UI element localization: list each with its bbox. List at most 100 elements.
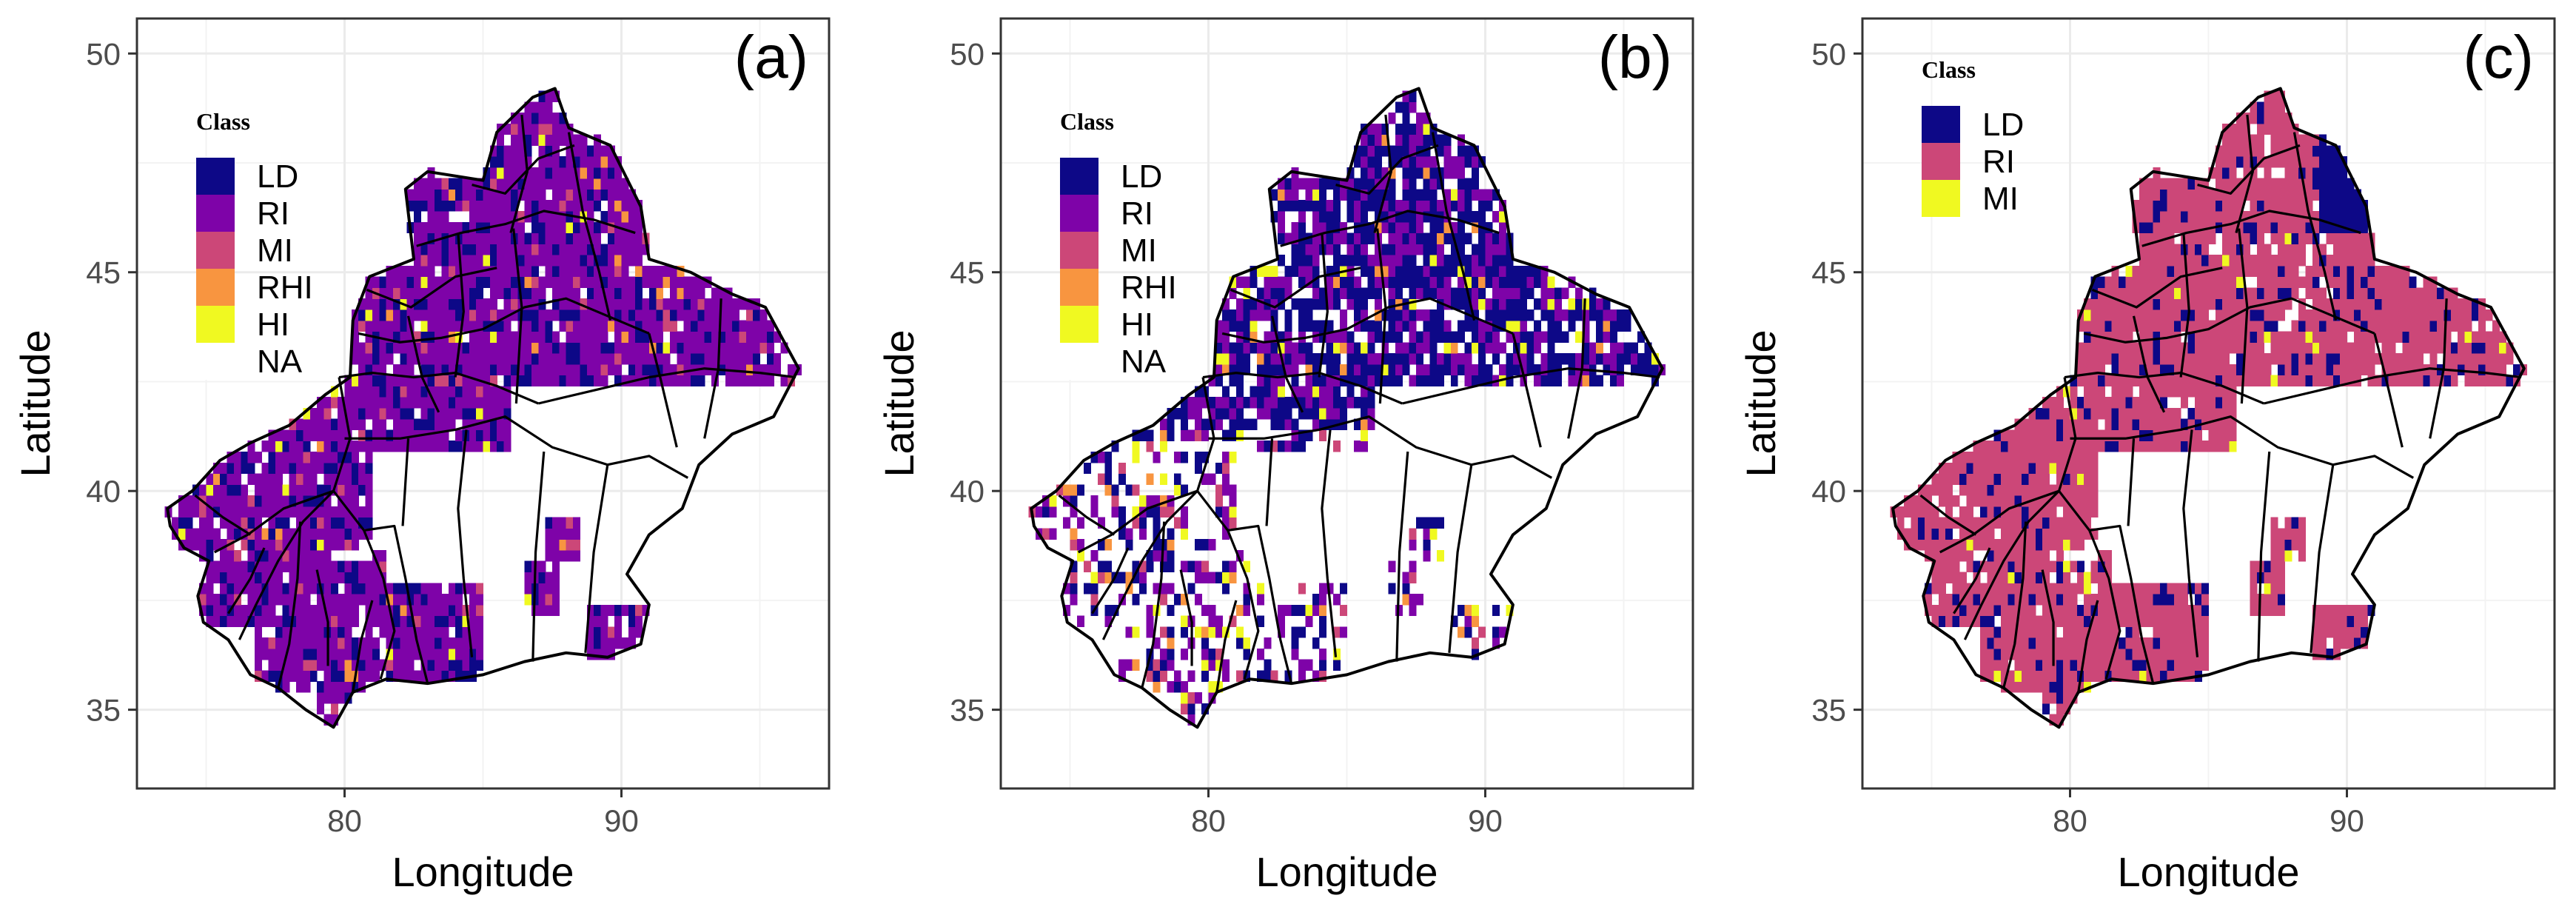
raster-cell: [2264, 200, 2272, 212]
raster-cell: [1222, 386, 1230, 398]
raster-cell: [1945, 462, 1953, 475]
raster-cell: [2042, 648, 2050, 660]
raster-cell: [1250, 331, 1258, 343]
raster-cell: [656, 265, 664, 278]
raster-cell: [2215, 353, 2223, 365]
raster-cell: [2243, 145, 2251, 157]
raster-cell: [1987, 495, 1995, 507]
raster-cell: [2097, 648, 2105, 660]
raster-cell: [1132, 506, 1140, 518]
county-boundary: [366, 267, 497, 309]
raster-cell: [552, 331, 560, 343]
raster-cell: [2208, 211, 2216, 223]
raster-cell: [1959, 549, 1967, 562]
raster-cell: [1520, 265, 1528, 278]
raster-cell: [455, 320, 463, 332]
raster-cell: [365, 298, 373, 310]
raster-cell: [469, 189, 477, 201]
raster-cell: [1388, 353, 1396, 365]
raster-cell: [1959, 506, 1967, 518]
raster-cell: [1194, 407, 1202, 420]
raster-cell: [1361, 320, 1369, 332]
raster-cell: [614, 637, 623, 649]
raster-cell: [704, 342, 712, 354]
raster-cell: [2201, 604, 2210, 617]
raster-cell: [538, 113, 546, 124]
raster-cell: [1506, 298, 1514, 310]
raster-cell: [254, 626, 262, 638]
raster-cell: [1222, 528, 1230, 540]
raster-cell: [1111, 495, 1119, 507]
raster-cell: [2243, 123, 2251, 135]
raster-cell: [1312, 221, 1320, 234]
raster-cell: [469, 255, 477, 267]
raster-cell: [704, 331, 712, 343]
raster-cell: [2001, 495, 2008, 507]
raster-cell: [365, 462, 373, 475]
raster-cell: [538, 101, 546, 113]
raster-cell: [1506, 287, 1514, 299]
raster-cell: [2332, 364, 2341, 376]
raster-cell: [1547, 353, 1555, 365]
raster-cell: [2132, 583, 2140, 595]
raster-cell: [594, 320, 602, 332]
raster-cell: [2001, 549, 2008, 562]
raster-cell: [2278, 287, 2285, 299]
raster-cell: [538, 156, 546, 168]
raster-cell: [552, 594, 560, 606]
raster-cell: [2222, 145, 2230, 157]
raster-cell: [365, 331, 373, 343]
raster-cell: [1332, 265, 1341, 278]
raster-cell: [2347, 615, 2355, 627]
raster-cell: [379, 298, 387, 310]
raster-cell: [642, 276, 650, 289]
raster-cell: [510, 298, 518, 310]
raster-cell: [441, 637, 449, 649]
raster-cell: [1374, 353, 1382, 365]
raster-cell: [435, 397, 442, 409]
raster-cell: [1256, 594, 1264, 606]
raster-cell: [1298, 265, 1306, 278]
raster-cell: [483, 397, 491, 409]
raster-cell: [621, 211, 629, 223]
raster-cell: [628, 276, 636, 289]
raster-cell: [427, 265, 435, 278]
raster-cell: [448, 244, 456, 255]
raster-cell: [1443, 200, 1452, 212]
raster-cell: [2056, 386, 2064, 398]
raster-cell: [1104, 615, 1113, 627]
raster-cell: [2153, 320, 2161, 332]
raster-cell: [206, 572, 214, 583]
raster-cell: [538, 244, 546, 255]
raster-cell: [386, 331, 394, 343]
raster-cell: [372, 397, 380, 409]
raster-cell: [2056, 604, 2064, 617]
raster-cell: [2395, 353, 2403, 365]
raster-cell: [2270, 287, 2278, 299]
raster-cell: [1146, 659, 1154, 672]
raster-cell: [2312, 298, 2320, 310]
raster-cell: [1409, 221, 1417, 234]
raster-cell: [1326, 407, 1334, 420]
raster-cell: [1367, 156, 1375, 168]
raster-cell: [745, 342, 754, 354]
raster-cell: [241, 604, 249, 617]
raster-cell: [1561, 287, 1569, 299]
raster-cell: [212, 560, 221, 573]
raster-cell: [427, 221, 435, 234]
raster-cell: [330, 659, 338, 672]
raster-cell: [435, 244, 442, 255]
raster-cell: [2173, 594, 2181, 606]
raster-cell: [2181, 594, 2189, 606]
raster-cell: [2097, 572, 2105, 583]
raster-cell: [1388, 309, 1396, 321]
raster-cell: [1945, 495, 1953, 507]
raster-cell: [745, 353, 754, 365]
raster-cell: [1367, 407, 1375, 420]
raster-cell: [462, 320, 470, 332]
raster-cell: [2194, 189, 2202, 201]
raster-cell: [2125, 397, 2133, 409]
raster-cell: [392, 375, 400, 386]
raster-cell: [552, 528, 560, 540]
raster-cell: [2187, 342, 2196, 354]
